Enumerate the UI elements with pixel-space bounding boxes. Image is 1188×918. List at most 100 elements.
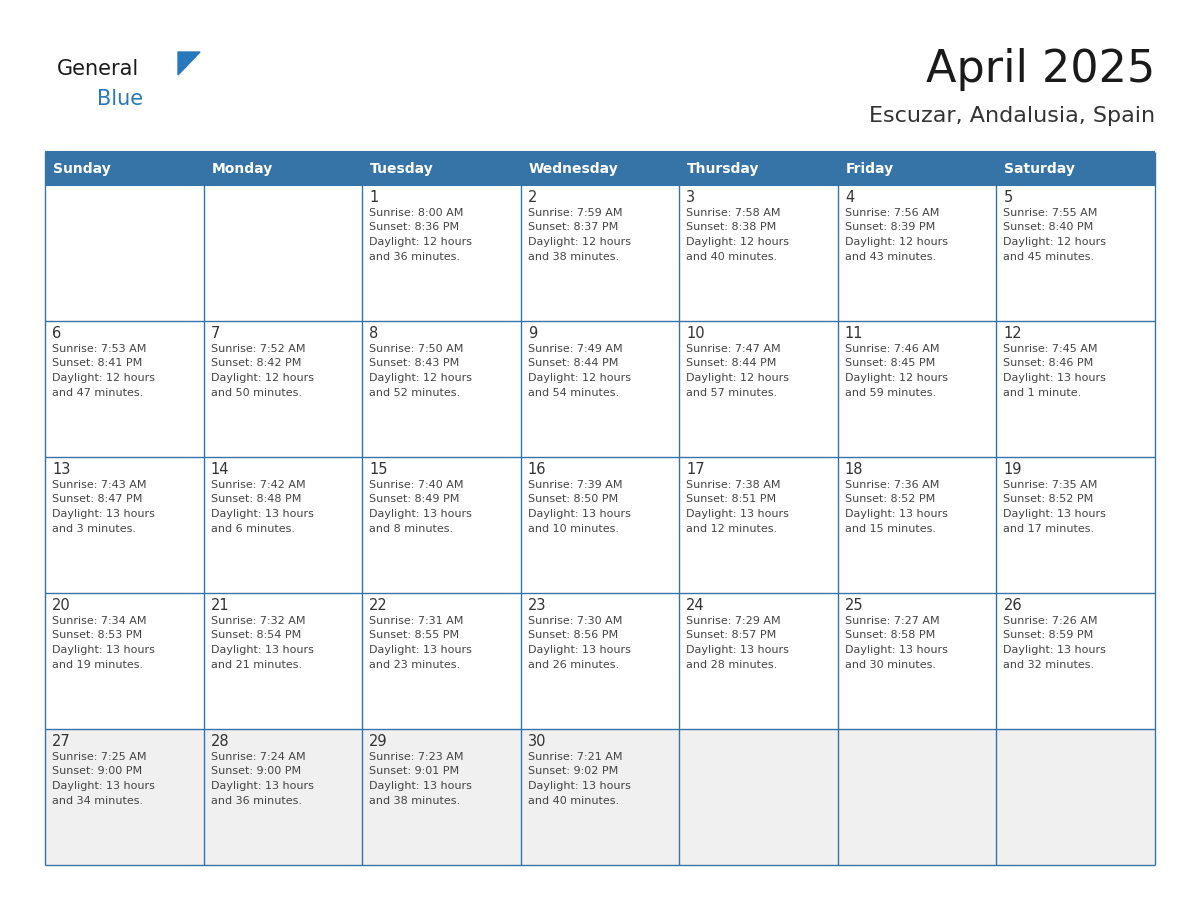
Text: Daylight: 13 hours: Daylight: 13 hours bbox=[210, 781, 314, 791]
Text: Daylight: 13 hours: Daylight: 13 hours bbox=[527, 781, 631, 791]
Text: Daylight: 12 hours: Daylight: 12 hours bbox=[369, 373, 472, 383]
Text: 11: 11 bbox=[845, 326, 864, 341]
Text: Sunrise: 7:47 AM: Sunrise: 7:47 AM bbox=[687, 344, 781, 354]
Text: Sunset: 9:00 PM: Sunset: 9:00 PM bbox=[52, 767, 143, 777]
Text: Sunset: 8:38 PM: Sunset: 8:38 PM bbox=[687, 222, 777, 232]
Text: 1: 1 bbox=[369, 190, 379, 205]
Bar bbox=[203, 593, 362, 729]
Text: 16: 16 bbox=[527, 462, 546, 477]
Text: and 52 minutes.: and 52 minutes. bbox=[369, 387, 460, 397]
Text: Daylight: 12 hours: Daylight: 12 hours bbox=[687, 373, 789, 383]
Text: Daylight: 12 hours: Daylight: 12 hours bbox=[687, 237, 789, 247]
Bar bbox=[680, 729, 838, 865]
Bar bbox=[838, 593, 997, 729]
Text: Blue: Blue bbox=[97, 89, 143, 109]
Text: and 6 minutes.: and 6 minutes. bbox=[210, 523, 295, 533]
Bar bbox=[520, 593, 680, 729]
Text: Sunset: 8:46 PM: Sunset: 8:46 PM bbox=[1004, 359, 1094, 368]
Bar bbox=[520, 729, 680, 865]
Bar bbox=[203, 729, 362, 865]
Text: Sunrise: 7:27 AM: Sunrise: 7:27 AM bbox=[845, 616, 940, 626]
Text: 4: 4 bbox=[845, 190, 854, 205]
Text: Daylight: 12 hours: Daylight: 12 hours bbox=[527, 373, 631, 383]
Text: and 10 minutes.: and 10 minutes. bbox=[527, 523, 619, 533]
Text: Sunrise: 7:24 AM: Sunrise: 7:24 AM bbox=[210, 752, 305, 762]
Bar bbox=[203, 457, 362, 593]
Bar bbox=[362, 593, 520, 729]
Text: Daylight: 13 hours: Daylight: 13 hours bbox=[687, 645, 789, 655]
Text: and 59 minutes.: and 59 minutes. bbox=[845, 387, 936, 397]
Text: Sunrise: 7:45 AM: Sunrise: 7:45 AM bbox=[1004, 344, 1098, 354]
Text: Sunrise: 7:52 AM: Sunrise: 7:52 AM bbox=[210, 344, 305, 354]
Text: Sunday: Sunday bbox=[53, 162, 110, 175]
Text: 7: 7 bbox=[210, 326, 220, 341]
Text: Sunset: 8:44 PM: Sunset: 8:44 PM bbox=[527, 359, 618, 368]
Text: Sunrise: 7:39 AM: Sunrise: 7:39 AM bbox=[527, 480, 623, 490]
Text: 3: 3 bbox=[687, 190, 695, 205]
Text: Daylight: 13 hours: Daylight: 13 hours bbox=[210, 509, 314, 519]
Bar bbox=[680, 457, 838, 593]
Text: Sunset: 8:50 PM: Sunset: 8:50 PM bbox=[527, 495, 618, 505]
Bar bbox=[362, 729, 520, 865]
Text: 30: 30 bbox=[527, 734, 546, 749]
Text: Thursday: Thursday bbox=[688, 162, 760, 175]
Text: 8: 8 bbox=[369, 326, 379, 341]
Text: Sunrise: 7:50 AM: Sunrise: 7:50 AM bbox=[369, 344, 463, 354]
Text: 27: 27 bbox=[52, 734, 71, 749]
Text: Daylight: 12 hours: Daylight: 12 hours bbox=[1004, 237, 1106, 247]
Text: Sunrise: 7:21 AM: Sunrise: 7:21 AM bbox=[527, 752, 623, 762]
Bar bbox=[362, 321, 520, 457]
Text: Sunset: 8:54 PM: Sunset: 8:54 PM bbox=[210, 631, 301, 641]
Text: Daylight: 13 hours: Daylight: 13 hours bbox=[52, 645, 154, 655]
Text: and 38 minutes.: and 38 minutes. bbox=[527, 252, 619, 262]
Bar bbox=[997, 593, 1155, 729]
Text: 10: 10 bbox=[687, 326, 704, 341]
Text: Sunset: 8:55 PM: Sunset: 8:55 PM bbox=[369, 631, 460, 641]
Text: Sunrise: 7:56 AM: Sunrise: 7:56 AM bbox=[845, 208, 940, 218]
Bar bbox=[520, 185, 680, 321]
Text: and 21 minutes.: and 21 minutes. bbox=[210, 659, 302, 669]
Text: 22: 22 bbox=[369, 598, 388, 613]
Text: Tuesday: Tuesday bbox=[371, 162, 434, 175]
Text: Sunset: 8:44 PM: Sunset: 8:44 PM bbox=[687, 359, 777, 368]
Text: Sunset: 8:52 PM: Sunset: 8:52 PM bbox=[845, 495, 935, 505]
Text: Sunrise: 7:49 AM: Sunrise: 7:49 AM bbox=[527, 344, 623, 354]
Text: Sunrise: 7:30 AM: Sunrise: 7:30 AM bbox=[527, 616, 623, 626]
Text: 2: 2 bbox=[527, 190, 537, 205]
Text: Sunrise: 7:59 AM: Sunrise: 7:59 AM bbox=[527, 208, 623, 218]
Text: Sunset: 8:40 PM: Sunset: 8:40 PM bbox=[1004, 222, 1094, 232]
Text: and 54 minutes.: and 54 minutes. bbox=[527, 387, 619, 397]
Text: Sunset: 8:36 PM: Sunset: 8:36 PM bbox=[369, 222, 460, 232]
Text: Sunrise: 7:35 AM: Sunrise: 7:35 AM bbox=[1004, 480, 1098, 490]
Text: and 23 minutes.: and 23 minutes. bbox=[369, 659, 460, 669]
Text: and 15 minutes.: and 15 minutes. bbox=[845, 523, 936, 533]
Bar bbox=[680, 185, 838, 321]
Text: Sunset: 9:01 PM: Sunset: 9:01 PM bbox=[369, 767, 460, 777]
Bar bbox=[45, 729, 203, 865]
Bar bbox=[680, 321, 838, 457]
Bar bbox=[45, 457, 203, 593]
Text: and 36 minutes.: and 36 minutes. bbox=[369, 252, 460, 262]
Text: Sunrise: 7:23 AM: Sunrise: 7:23 AM bbox=[369, 752, 463, 762]
Text: and 40 minutes.: and 40 minutes. bbox=[687, 252, 777, 262]
Text: and 36 minutes.: and 36 minutes. bbox=[210, 796, 302, 805]
Text: and 38 minutes.: and 38 minutes. bbox=[369, 796, 460, 805]
Text: 13: 13 bbox=[52, 462, 70, 477]
Text: and 43 minutes.: and 43 minutes. bbox=[845, 252, 936, 262]
Text: and 26 minutes.: and 26 minutes. bbox=[527, 659, 619, 669]
Bar bbox=[45, 185, 203, 321]
Text: and 50 minutes.: and 50 minutes. bbox=[210, 387, 302, 397]
Text: Monday: Monday bbox=[211, 162, 273, 175]
Text: Daylight: 13 hours: Daylight: 13 hours bbox=[527, 509, 631, 519]
Text: Daylight: 12 hours: Daylight: 12 hours bbox=[52, 373, 154, 383]
Text: and 19 minutes.: and 19 minutes. bbox=[52, 659, 143, 669]
Text: Sunset: 8:52 PM: Sunset: 8:52 PM bbox=[1004, 495, 1094, 505]
Text: Sunset: 8:53 PM: Sunset: 8:53 PM bbox=[52, 631, 143, 641]
Bar bbox=[997, 152, 1155, 185]
Text: 6: 6 bbox=[52, 326, 62, 341]
Text: and 32 minutes.: and 32 minutes. bbox=[1004, 659, 1094, 669]
Text: Daylight: 13 hours: Daylight: 13 hours bbox=[52, 509, 154, 519]
Text: Sunrise: 7:36 AM: Sunrise: 7:36 AM bbox=[845, 480, 940, 490]
Bar bbox=[838, 321, 997, 457]
Text: 9: 9 bbox=[527, 326, 537, 341]
